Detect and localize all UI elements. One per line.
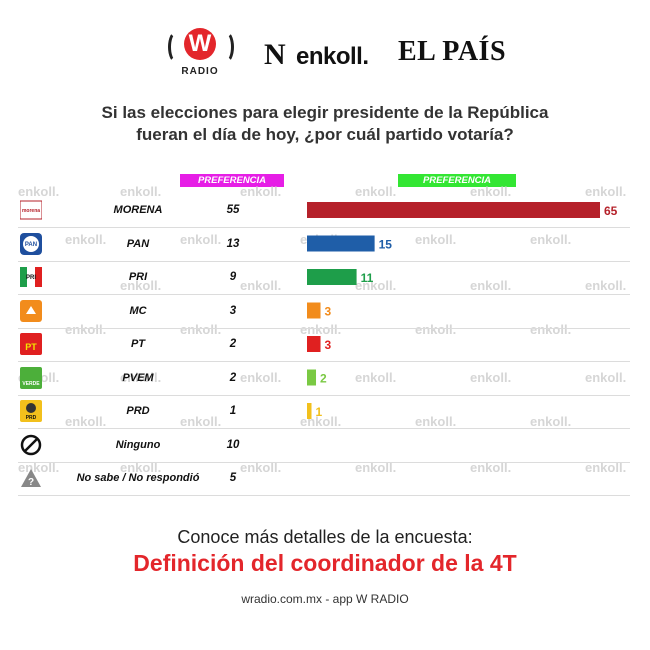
party-name: PRD xyxy=(126,405,150,417)
w-radio-logo: W RADIO xyxy=(160,28,240,84)
pt-logo: PT xyxy=(20,333,42,355)
svg-text:PT: PT xyxy=(25,342,37,352)
effective-bar xyxy=(307,403,312,419)
effective-value-label: 3 xyxy=(325,338,332,352)
effective-value-label: 3 xyxy=(325,305,332,319)
prd-logo: PRD xyxy=(20,400,42,422)
party-name: No sabe / No respondió xyxy=(76,472,200,484)
party-name: MORENA xyxy=(113,204,163,216)
mc-logo xyxy=(20,299,42,322)
table-row: Ninguno 10 xyxy=(18,429,630,463)
preferencia-bruta-value: 2 xyxy=(229,338,237,350)
preferencia-bruta-value: 13 xyxy=(226,237,240,250)
question-line-1: Si las elecciones para elegir presidente… xyxy=(101,103,549,122)
effective-value-label: 65 xyxy=(604,204,618,218)
svg-text:PRD: PRD xyxy=(26,415,37,421)
no-sabe-icon: ? xyxy=(21,469,41,488)
preferencia-bruta-value: 5 xyxy=(229,472,237,484)
table-row: VERDE PVEM 2 xyxy=(18,362,630,396)
table-row: PT PT 2 xyxy=(18,328,630,362)
enkoll-text: enkoll. xyxy=(296,43,369,70)
preferencia-bruta-value: 10 xyxy=(226,438,240,451)
table-row: PAN PAN 13 xyxy=(18,228,630,262)
svg-text:PAN: PAN xyxy=(25,242,37,248)
header-preferencia-efectiva: PREFERENCIA EFECTIVA xyxy=(398,174,516,199)
preferencia-bruta-value: 55 xyxy=(226,204,240,216)
pan-logo: PAN xyxy=(20,232,42,255)
table-row: PRD PRD 1 xyxy=(18,395,630,429)
party-name: PRI xyxy=(128,271,148,283)
footer-intro: Conoce más detalles de la encuesta: xyxy=(177,527,473,547)
signal-left-icon xyxy=(168,31,184,63)
effective-bar xyxy=(307,369,317,386)
effective-value-label: 2 xyxy=(320,372,327,386)
pvem-logo: VERDE xyxy=(20,366,42,389)
effective-value-label: 1 xyxy=(316,405,323,419)
table-row: ? No sabe / No respondió 5 xyxy=(18,462,630,496)
preferencia-bruta-value: 1 xyxy=(229,405,237,417)
table-row: morena MORENA 55 xyxy=(18,194,630,228)
ninguno-icon xyxy=(20,434,42,455)
w-radio-text: RADIO xyxy=(181,66,219,77)
svg-text:PRI: PRI xyxy=(26,275,36,281)
svg-text:?: ? xyxy=(28,477,34,488)
w-letter: W xyxy=(184,28,216,60)
survey-question: Si las elecciones para elegir presidente… xyxy=(50,102,600,146)
effective-value-label: 15 xyxy=(379,238,393,252)
effective-bar xyxy=(307,202,600,218)
question-line-2: fueran el día de hoy, ¿por cuál partido … xyxy=(136,125,514,144)
effective-bar xyxy=(307,269,357,285)
enkoll-mark-icon: N xyxy=(264,38,286,71)
footer-headline[interactable]: Definición del coordinador de la 4T xyxy=(133,550,517,576)
party-name: PT xyxy=(130,338,146,350)
effective-bar xyxy=(307,302,321,319)
el-pais-logo: EL PAÍS xyxy=(398,36,507,67)
preferencia-bruta-value: 3 xyxy=(229,304,237,317)
preferencia-bruta-value: 2 xyxy=(229,371,237,384)
party-name: PVEM xyxy=(122,371,154,384)
preferencia-bruta-value: 9 xyxy=(229,271,237,283)
table-row: MC 3 xyxy=(18,295,630,329)
footer-source[interactable]: wradio.com.mx - app W RADIO xyxy=(241,592,409,606)
morena-logo: morena xyxy=(20,200,42,220)
effective-bar xyxy=(307,235,375,252)
table-row: PRI PRI 9 xyxy=(18,261,630,295)
svg-text:morena: morena xyxy=(22,208,40,214)
effective-value-label: 11 xyxy=(361,271,374,285)
signal-right-icon xyxy=(218,31,234,63)
header-preferencia-bruta: PREFERENCIA BRUTA xyxy=(180,174,284,199)
party-name: PAN xyxy=(126,237,150,250)
party-name: Ninguno xyxy=(115,438,161,451)
party-name: MC xyxy=(129,304,147,317)
svg-text:VERDE: VERDE xyxy=(22,381,40,387)
pri-logo: PRI xyxy=(20,267,42,287)
effective-bar xyxy=(307,336,321,352)
